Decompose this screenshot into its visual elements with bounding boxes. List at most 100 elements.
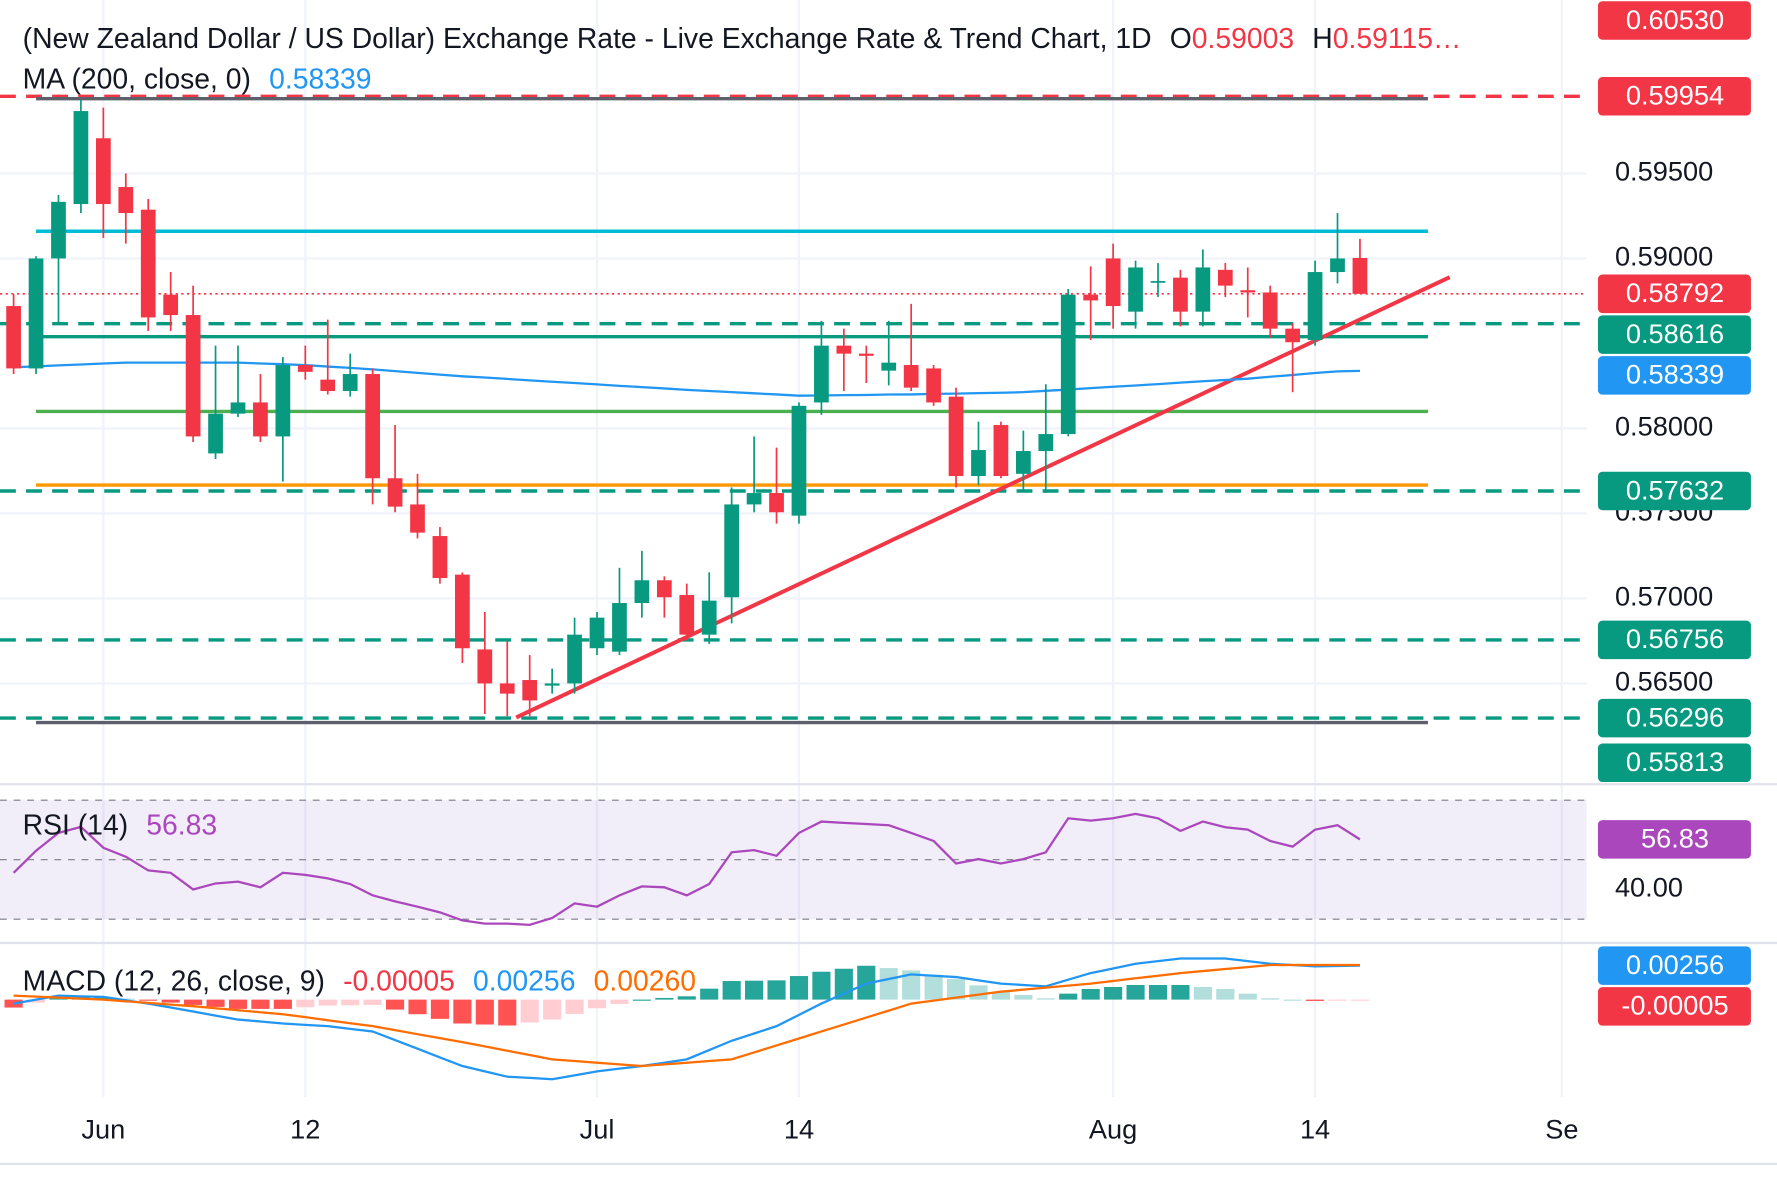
macd-hist-value: -0.00005 [343, 966, 455, 998]
price-label-box [1597, 315, 1751, 354]
rsi-legend: RSI (14) 56.83 [23, 810, 218, 842]
rsi-line [12, 812, 1361, 926]
ohlc-key: H [1312, 23, 1332, 55]
price-label: 0.58339 [1626, 359, 1724, 390]
macd-line [13, 957, 1360, 1081]
macd-histogram-bar [677, 996, 696, 1000]
marks-layer [0, 0, 1587, 1081]
price-label-box [1597, 77, 1751, 116]
price-label-box [1597, 946, 1751, 985]
ohlc-key: O [1170, 23, 1192, 55]
candle-body [477, 649, 493, 684]
candle-body [342, 374, 358, 392]
price-label-box [1597, 1, 1751, 40]
macd-histogram-bar [812, 971, 831, 1000]
macd-histogram-bar [273, 999, 292, 1009]
macd-histogram-bar [228, 999, 248, 1009]
candle-body [185, 315, 201, 437]
rsi-value: 56.83 [146, 810, 217, 842]
labels-layer: Jun 12 Jul 14 Aug 14 Se0.565000.570000.575000.… [81, 1, 1751, 1144]
candle-body [567, 634, 582, 684]
candle-body [253, 402, 268, 437]
ohlc-value: 0.59115… [1333, 23, 1462, 55]
candle-body [275, 365, 291, 437]
price-label: -0.00005 [1621, 990, 1728, 1021]
macd-histogram-bar [991, 991, 1010, 1000]
candle-body [1285, 328, 1300, 343]
candle-body [634, 580, 650, 604]
candle-body [656, 580, 672, 598]
price-label-box [1597, 743, 1751, 783]
price-label: 0.56756 [1626, 623, 1724, 654]
macd-histogram-bar [4, 999, 23, 1008]
macd-histogram-bar [722, 981, 741, 1000]
macd-histogram-bar [1148, 984, 1168, 1000]
candle-body [499, 683, 515, 694]
ma-value: 0.58339 [269, 64, 371, 96]
macd-histogram-bar [1014, 994, 1033, 1000]
macd-histogram-bar [26, 999, 46, 1003]
price-label-box [1597, 471, 1751, 511]
macd-title: MACD (12, 26, close, 9) [23, 966, 325, 998]
macd-histogram-bar [1283, 999, 1302, 1001]
macd-histogram-bar [161, 999, 180, 1003]
x-tick-label: 14 [1300, 1113, 1330, 1144]
macd-histogram-bar [1306, 999, 1325, 1001]
candle-body [791, 405, 807, 516]
price-label: 0.60530 [1626, 4, 1724, 35]
macd-histogram-bar [318, 999, 337, 1006]
candle-body [6, 306, 21, 369]
candle-body [1262, 292, 1278, 329]
candle-body [701, 600, 717, 635]
candle-body [1128, 267, 1143, 312]
candle-body [95, 138, 111, 205]
price-label: 0.59954 [1626, 80, 1724, 111]
candle-body [858, 353, 874, 356]
candle-body [522, 680, 538, 701]
candle-body [163, 294, 179, 316]
macd-histogram-bar [902, 970, 921, 1000]
macd-line [13, 963, 1360, 1068]
candle-body [948, 396, 964, 477]
macd-histogram-bar [296, 999, 315, 1008]
macd-histogram-bar [184, 999, 203, 1005]
candle-body [724, 504, 740, 598]
macd-legend: MACD (12, 26, close, 9) -0.00005 0.00256 0.… [23, 966, 696, 998]
macd-histogram-bar [1328, 999, 1347, 1001]
candle-body [746, 493, 762, 505]
candle-body [73, 111, 89, 205]
macd-histogram-bar [430, 999, 450, 1019]
y-tick-label: 0.58000 [1615, 411, 1713, 442]
x-tick-label: Aug [1089, 1113, 1137, 1144]
macd-histogram-bar [565, 999, 584, 1014]
macd-histogram-bar [475, 999, 494, 1025]
candle-body [140, 209, 156, 318]
candle-body [1307, 272, 1323, 341]
candle-body [1083, 294, 1099, 301]
price-label-box [1597, 620, 1751, 660]
candle-body [926, 368, 941, 403]
candle-body [971, 450, 986, 477]
candle-body [455, 574, 470, 649]
ma-title: MA (200, close, 0) [23, 64, 251, 96]
macd-histogram-bar [206, 999, 225, 1007]
x-tick-label: Jun [81, 1113, 125, 1144]
candle-body [544, 683, 560, 686]
signal-value: 0.00260 [594, 966, 696, 998]
macd-histogram-bar [1081, 988, 1100, 1000]
candle-body [1352, 257, 1368, 294]
macd-histogram-bar [543, 999, 562, 1020]
candle-body [1195, 267, 1211, 312]
candle-body [769, 493, 784, 513]
price-label-box [1597, 987, 1751, 1026]
macd-histogram-bar [1036, 998, 1055, 1000]
candle-body [365, 374, 380, 479]
price-label-box [1597, 820, 1751, 859]
macd-histogram-bar [1193, 986, 1212, 1000]
macd-histogram-bar [789, 976, 809, 1000]
candle-body [51, 201, 66, 259]
chart-title: (New Zealand Dollar / US Dollar) Exchang… [23, 23, 1152, 55]
x-tick-label: Se [1545, 1113, 1578, 1144]
candle-body [881, 362, 897, 371]
